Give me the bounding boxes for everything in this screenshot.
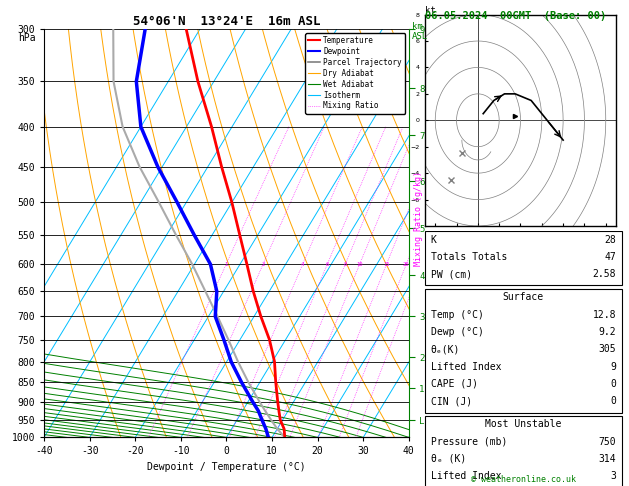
Text: Lifted Index: Lifted Index bbox=[431, 362, 501, 372]
X-axis label: Dewpoint / Temperature (°C): Dewpoint / Temperature (°C) bbox=[147, 462, 306, 472]
Text: 8: 8 bbox=[343, 261, 347, 267]
Text: © weatheronline.co.uk: © weatheronline.co.uk bbox=[471, 475, 576, 484]
Text: CIN (J): CIN (J) bbox=[431, 396, 472, 406]
Text: 20: 20 bbox=[403, 261, 409, 267]
Text: 2: 2 bbox=[262, 261, 265, 267]
Text: 314: 314 bbox=[598, 454, 616, 464]
Text: Mixing Ratio (g/kg): Mixing Ratio (g/kg) bbox=[414, 171, 423, 266]
Text: Surface: Surface bbox=[503, 292, 544, 302]
Text: CAPE (J): CAPE (J) bbox=[431, 379, 478, 389]
Text: 0: 0 bbox=[610, 379, 616, 389]
Text: Pressure (mb): Pressure (mb) bbox=[431, 436, 507, 447]
Text: 06.05.2024  00GMT  (Base: 00): 06.05.2024 00GMT (Base: 00) bbox=[425, 11, 606, 21]
Text: 28: 28 bbox=[604, 235, 616, 244]
Text: 15: 15 bbox=[383, 261, 390, 267]
Text: Most Unstable: Most Unstable bbox=[485, 419, 562, 429]
Title: 54°06'N  13°24'E  16m ASL: 54°06'N 13°24'E 16m ASL bbox=[133, 15, 320, 28]
Text: 9: 9 bbox=[610, 362, 616, 372]
Text: 9.2: 9.2 bbox=[598, 327, 616, 337]
FancyBboxPatch shape bbox=[425, 231, 622, 285]
Text: hPa: hPa bbox=[18, 33, 36, 43]
Legend: Temperature, Dewpoint, Parcel Trajectory, Dry Adiabat, Wet Adiabat, Isotherm, Mi: Temperature, Dewpoint, Parcel Trajectory… bbox=[305, 33, 405, 114]
Text: θₑ (K): θₑ (K) bbox=[431, 454, 466, 464]
Text: 6: 6 bbox=[326, 261, 329, 267]
Text: 10: 10 bbox=[357, 261, 363, 267]
Text: 0: 0 bbox=[610, 396, 616, 406]
Text: km
ASL: km ASL bbox=[412, 22, 428, 41]
Text: K: K bbox=[431, 235, 437, 244]
Text: 750: 750 bbox=[598, 436, 616, 447]
Text: kt: kt bbox=[425, 5, 435, 15]
Text: Lifted Index: Lifted Index bbox=[431, 471, 501, 481]
Text: Temp (°C): Temp (°C) bbox=[431, 310, 484, 319]
Text: 3: 3 bbox=[610, 471, 616, 481]
FancyBboxPatch shape bbox=[425, 289, 622, 413]
Text: 2.58: 2.58 bbox=[593, 269, 616, 279]
Text: Totals Totals: Totals Totals bbox=[431, 252, 507, 262]
Text: 4: 4 bbox=[301, 261, 304, 267]
Text: θₑ(K): θₑ(K) bbox=[431, 344, 460, 354]
Text: 12.8: 12.8 bbox=[593, 310, 616, 319]
Text: 1: 1 bbox=[225, 261, 228, 267]
Text: 305: 305 bbox=[598, 344, 616, 354]
Text: PW (cm): PW (cm) bbox=[431, 269, 472, 279]
Text: 47: 47 bbox=[604, 252, 616, 262]
Text: Dewp (°C): Dewp (°C) bbox=[431, 327, 484, 337]
FancyBboxPatch shape bbox=[425, 416, 622, 486]
